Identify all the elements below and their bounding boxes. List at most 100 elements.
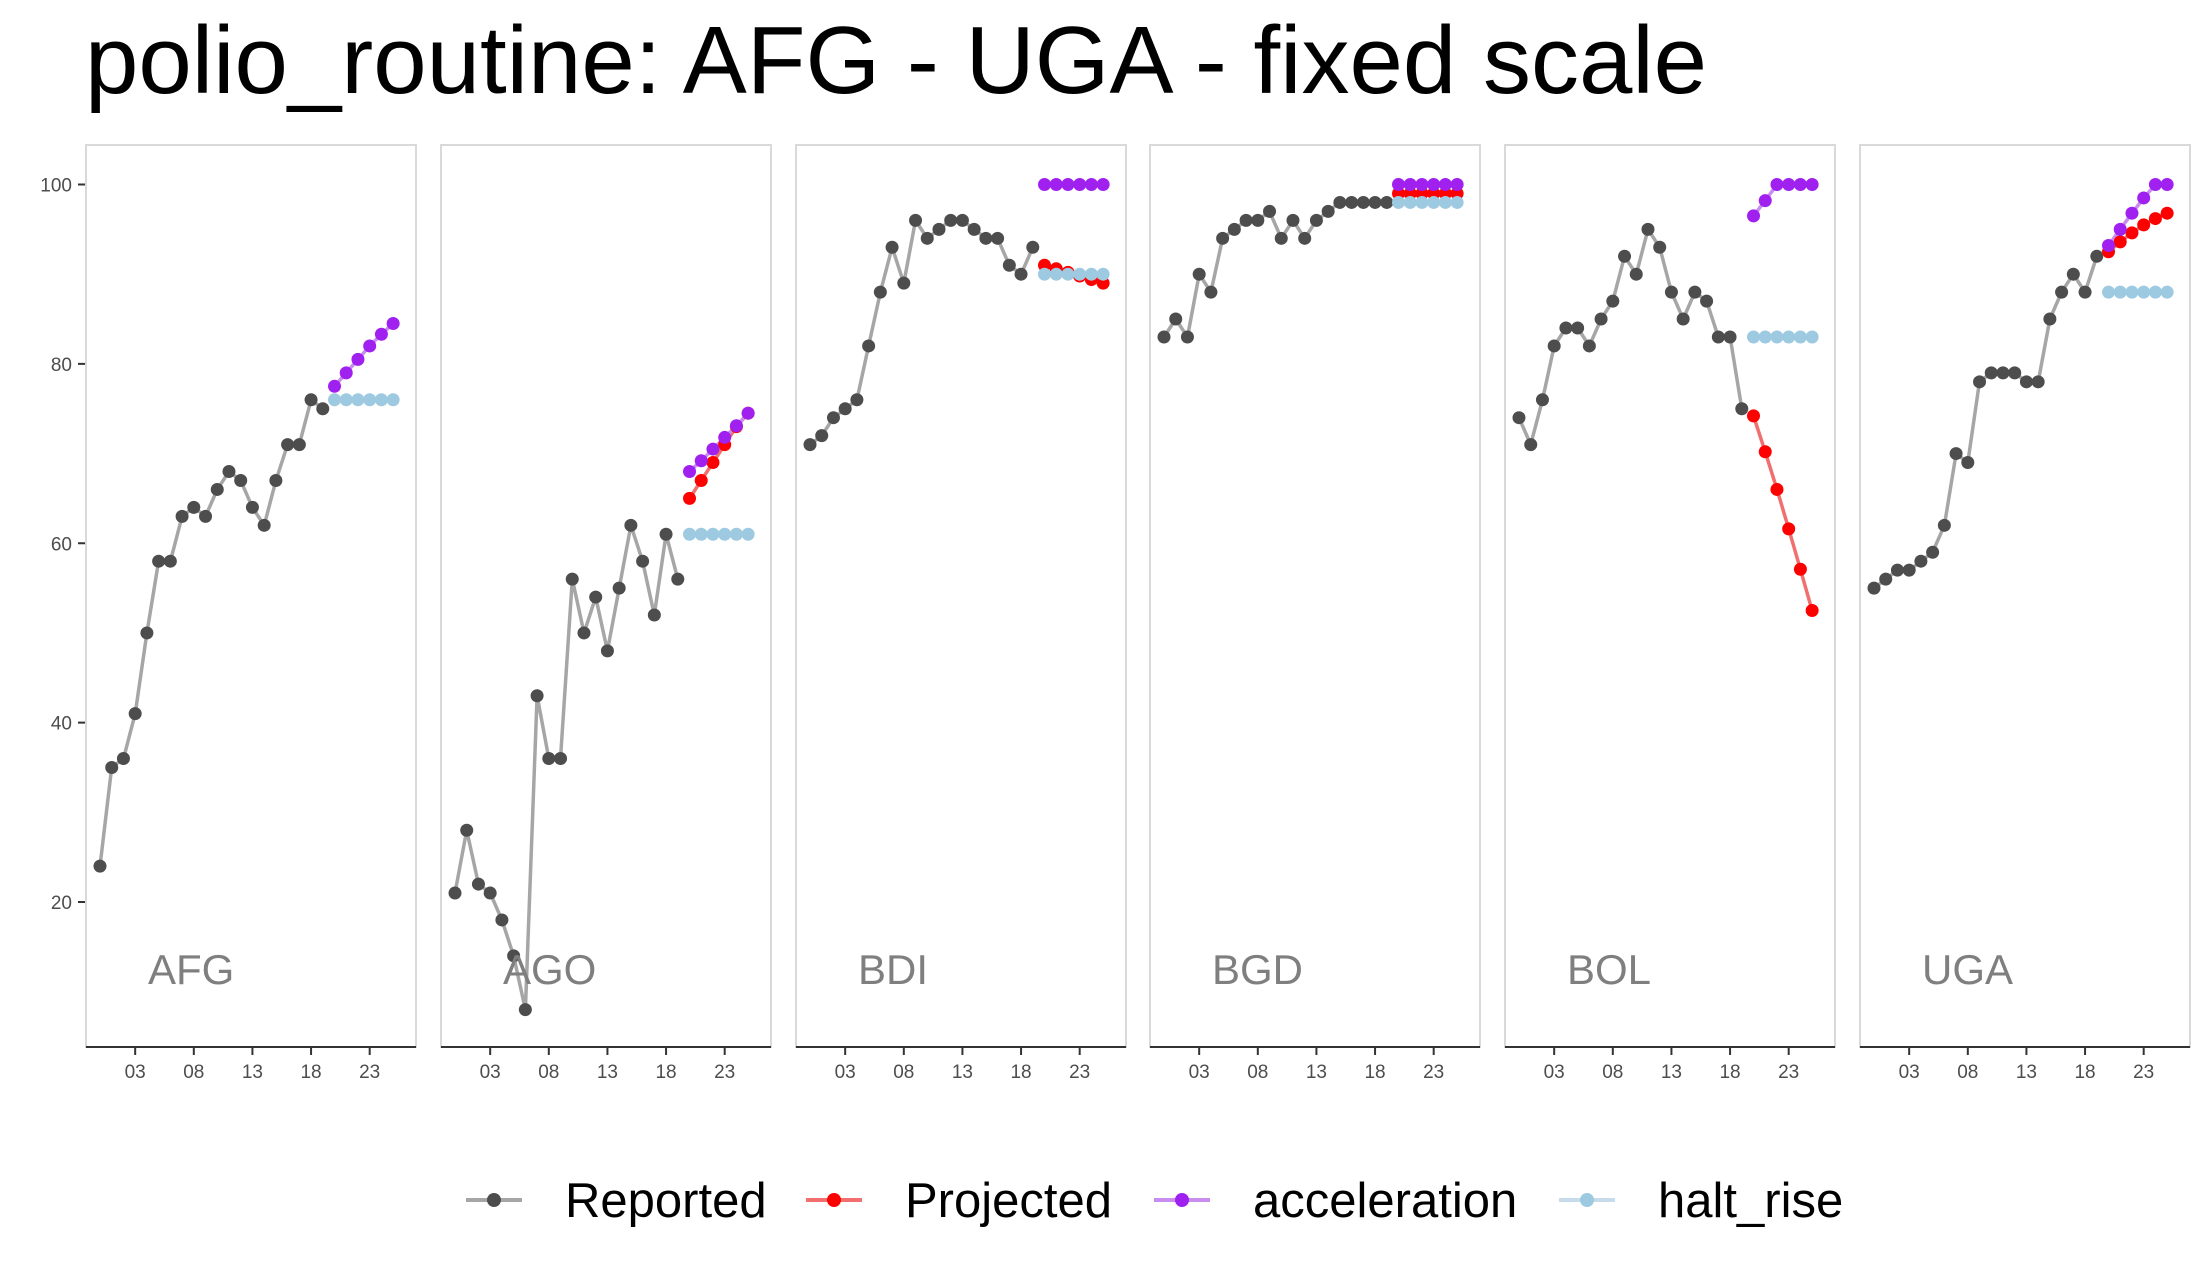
data-point-acceleration	[374, 327, 388, 341]
data-point-reported	[1192, 267, 1206, 281]
data-point-projected	[1805, 604, 1819, 618]
data-point-reported	[507, 949, 521, 963]
series-line-projected	[1751, 415, 1814, 611]
data-point-reported	[897, 276, 911, 290]
data-point-halt_rise	[1427, 195, 1441, 209]
legend-item-acceleration: acceleration	[1154, 1174, 1517, 1228]
data-point-projected	[706, 456, 720, 470]
data-point-reported	[304, 393, 318, 407]
data-point-projected	[1403, 186, 1417, 200]
legend-label: Projected	[905, 1174, 1112, 1228]
data-point-reported	[955, 213, 969, 227]
x-tick-label: 13	[1306, 1062, 1327, 1083]
data-point-acceleration	[328, 379, 342, 393]
series-line-reported	[1872, 255, 2099, 590]
data-point-halt_rise	[1084, 267, 1098, 281]
data-point-reported	[671, 572, 685, 586]
panel-uga: 03 08 13 18 23 UGA	[1859, 144, 2191, 1083]
y-tick-label: 40	[51, 714, 72, 735]
data-point-reported	[518, 1003, 532, 1017]
data-point-acceleration	[1073, 178, 1087, 191]
y-tick-label: 80	[51, 355, 72, 376]
data-point-acceleration	[1805, 178, 1819, 191]
data-point-reported	[647, 608, 661, 622]
data-point-reported	[850, 393, 864, 407]
data-point-halt_rise	[1747, 330, 1761, 344]
panel-ago: 03 08 13 18 23 AGO	[440, 144, 772, 1083]
data-point-halt_rise	[1758, 330, 1772, 344]
data-point-reported	[577, 626, 591, 640]
data-point-halt_rise	[1805, 330, 1819, 344]
legend-key-point	[1175, 1193, 1189, 1207]
data-point-acceleration	[718, 430, 732, 444]
data-point-reported	[1688, 285, 1702, 299]
panel-bgd: 03 08 13 18 23 BGD	[1149, 144, 1481, 1083]
data-point-reported	[1512, 411, 1526, 425]
data-point-reported	[565, 572, 579, 586]
data-point-reported	[1606, 294, 1620, 308]
data-point-reported	[2043, 312, 2057, 326]
data-point-reported	[826, 411, 840, 425]
data-point-reported	[1157, 330, 1171, 344]
data-point-acceleration	[1403, 178, 1417, 191]
data-point-projected	[1747, 409, 1761, 423]
panel-label: BGD	[1212, 946, 1303, 993]
x-tick-label: 18	[1010, 1062, 1031, 1083]
data-point-halt_rise	[374, 393, 388, 407]
data-point-reported	[1879, 572, 1893, 586]
series-line-reported	[98, 398, 324, 867]
data-point-reported	[1711, 330, 1725, 344]
x-tick-label: 03	[835, 1062, 856, 1083]
data-point-reported	[2090, 249, 2104, 263]
data-point-reported	[187, 500, 201, 514]
data-point-reported	[1902, 563, 1916, 577]
series-line-reported	[453, 523, 680, 1012]
data-point-halt_rise	[1438, 195, 1452, 209]
legend-item-halt_rise: halt_rise	[1559, 1174, 1843, 1228]
x-tick-label: 03	[1899, 1062, 1920, 1083]
data-point-acceleration	[1096, 178, 1110, 191]
data-point-reported	[1002, 258, 1016, 272]
data-point-reported	[1524, 438, 1538, 452]
data-point-reported	[152, 554, 166, 568]
data-point-acceleration	[2160, 178, 2174, 191]
data-point-reported	[1333, 195, 1347, 209]
data-point-reported	[281, 438, 295, 452]
data-point-reported	[1582, 339, 1596, 353]
x-tick-label: 03	[125, 1062, 146, 1083]
data-point-reported	[815, 429, 829, 443]
legend-item-projected: Projected	[806, 1174, 1112, 1228]
data-point-halt_rise	[2160, 285, 2174, 299]
x-tick-label: 23	[359, 1062, 380, 1083]
data-point-projected	[683, 491, 697, 505]
legend-label: acceleration	[1253, 1174, 1517, 1228]
data-point-acceleration	[1392, 178, 1406, 191]
x-tick-label: 03	[1189, 1062, 1210, 1083]
data-point-reported	[1961, 456, 1975, 470]
data-point-halt_rise	[328, 393, 342, 407]
data-point-halt_rise	[1782, 330, 1796, 344]
data-point-reported	[624, 518, 638, 532]
y-tick-label: 60	[51, 534, 72, 555]
panel-afg: 03 08 13 18 23 AFG	[85, 144, 417, 1083]
data-point-reported	[1227, 222, 1241, 236]
legend-label: halt_rise	[1658, 1174, 1843, 1228]
data-point-reported	[1263, 204, 1277, 218]
data-point-reported	[932, 222, 946, 236]
x-tick-label: 23	[1069, 1062, 1090, 1083]
panel-bdi: 03 08 13 18 23 BDI	[795, 144, 1127, 1083]
data-point-halt_rise	[1770, 330, 1784, 344]
data-point-reported	[163, 554, 177, 568]
data-point-acceleration	[386, 317, 400, 331]
x-tick-label: 03	[480, 1062, 501, 1083]
data-point-halt_rise	[706, 527, 720, 541]
data-point-reported	[1973, 375, 1987, 389]
data-point-reported	[234, 473, 248, 487]
legend-item-reported: Reported	[466, 1174, 767, 1228]
data-point-reported	[838, 402, 852, 416]
data-point-reported	[1026, 240, 1040, 254]
data-point-reported	[1204, 285, 1218, 299]
data-point-projected	[1438, 186, 1452, 200]
data-point-reported	[1926, 545, 1940, 559]
